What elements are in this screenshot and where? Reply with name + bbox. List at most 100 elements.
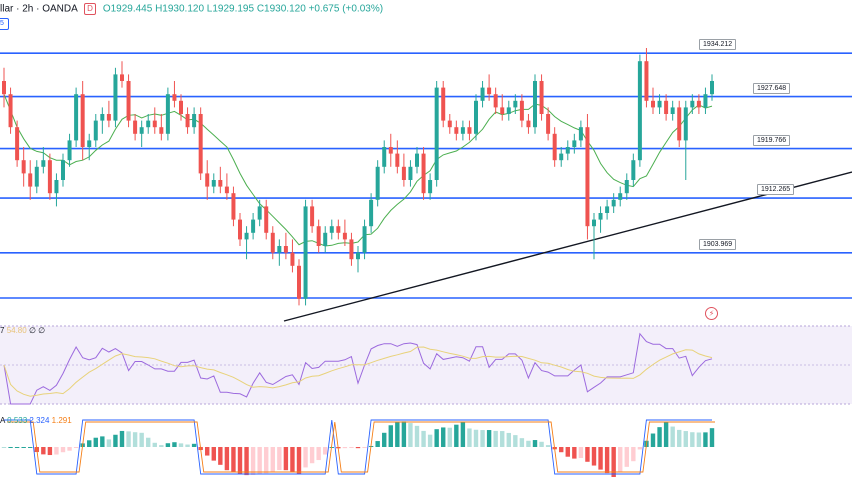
candle: [224, 186, 229, 194]
candle: [113, 74, 118, 121]
candle: [80, 94, 85, 147]
candle: [637, 61, 642, 161]
candle: [362, 226, 367, 253]
oscillator-bar: [545, 445, 551, 447]
data-badge[interactable]: D: [84, 3, 97, 15]
candle: [703, 94, 708, 108]
oscillator-bar: [185, 444, 190, 447]
oscillator-bar: [342, 447, 348, 449]
candle: [238, 219, 242, 240]
oscillator-bar: [473, 429, 479, 447]
candle: [454, 127, 459, 134]
candle: [585, 127, 590, 227]
oscillator-bar: [513, 435, 518, 447]
oscillator-bar: [460, 422, 466, 447]
rsi-prefix: 7: [0, 326, 5, 335]
oscillator-bar: [270, 447, 275, 472]
oscillator-bar: [231, 447, 236, 472]
candle: [139, 127, 144, 134]
candle: [21, 160, 26, 174]
oscillator-bar: [493, 430, 498, 447]
oscillator-bar: [106, 439, 112, 447]
oscillator-bar: [539, 441, 544, 447]
oscillator-bar: [67, 447, 72, 451]
oscillator-bar: [73, 447, 79, 448]
candle: [519, 100, 524, 121]
candle: [388, 147, 393, 154]
oscillator-bar: [395, 421, 400, 447]
level-label[interactable]: 1912.265: [757, 184, 795, 196]
osc-prefix: A: [0, 416, 5, 425]
candle: [126, 81, 131, 121]
candle: [605, 206, 610, 213]
bolt-icon[interactable]: ⚡: [705, 307, 718, 320]
candle: [185, 114, 190, 128]
oscillator-bar: [224, 447, 230, 471]
candle: [493, 94, 498, 108]
level-label[interactable]: 1903.969: [699, 238, 737, 250]
candle: [434, 87, 439, 180]
candle: [28, 173, 33, 187]
oscillator-bar: [690, 432, 695, 447]
oscillator-legend: A 0.533 2.324 1.291: [0, 416, 72, 425]
oscillator-bar: [657, 427, 662, 447]
oscillator-bar: [434, 429, 439, 447]
candle: [552, 133, 557, 161]
candle: [480, 87, 485, 101]
candle: [323, 232, 328, 246]
candle: [205, 173, 210, 187]
moving-average-line: [3, 94, 713, 247]
candle: [270, 232, 275, 253]
oscillator-bar: [205, 447, 210, 456]
candle: [54, 180, 59, 194]
candle: [87, 140, 92, 147]
oscillator-bar: [93, 437, 98, 447]
oscillator-bar: [191, 443, 197, 447]
oscillator-bar: [172, 442, 177, 447]
candle: [677, 107, 682, 141]
oscillator-bar: [47, 447, 53, 456]
candle: [15, 127, 20, 161]
oscillator-bar: [382, 432, 387, 447]
candle: [329, 226, 334, 233]
candle: [146, 120, 151, 128]
collapse-box[interactable]: 5: [0, 18, 9, 30]
candle: [257, 206, 262, 220]
candle: [152, 120, 157, 128]
oscillator-bar: [401, 421, 407, 447]
candle: [120, 74, 124, 81]
candle: [696, 100, 701, 108]
level-label[interactable]: 1919.766: [753, 134, 791, 146]
candle: [624, 180, 629, 194]
oscillator-bar: [362, 447, 367, 449]
oscillator-bar: [696, 432, 702, 447]
oscillator-bar: [296, 447, 302, 474]
level-label[interactable]: 1934.212: [699, 39, 737, 51]
oscillator-bar: [28, 447, 33, 448]
candle: [690, 100, 695, 108]
oscillator-bar: [14, 447, 20, 448]
candle: [401, 166, 406, 180]
candle: [342, 232, 347, 240]
candle: [310, 206, 315, 227]
candle: [251, 219, 256, 233]
osc-line-blue: [4, 419, 712, 475]
candle: [179, 100, 183, 114]
level-label[interactable]: 1927.648: [753, 82, 791, 94]
oscillator-bar: [375, 441, 380, 447]
oscillator-bar: [126, 431, 131, 447]
oscillator-bar: [165, 443, 171, 447]
oscillator-bar: [277, 447, 282, 471]
candle: [369, 199, 374, 227]
oscillator-bar: [414, 425, 420, 447]
trend-line: [283, 171, 852, 322]
oscillator-bar: [41, 447, 46, 455]
oscillator-bar: [683, 431, 688, 447]
oscillator-bar: [119, 430, 125, 447]
candle: [395, 153, 400, 167]
oscillator-bar: [703, 432, 708, 447]
candle: [2, 81, 6, 95]
oscillator-bar: [427, 434, 433, 447]
osc-value-2: 2.324: [29, 416, 50, 425]
